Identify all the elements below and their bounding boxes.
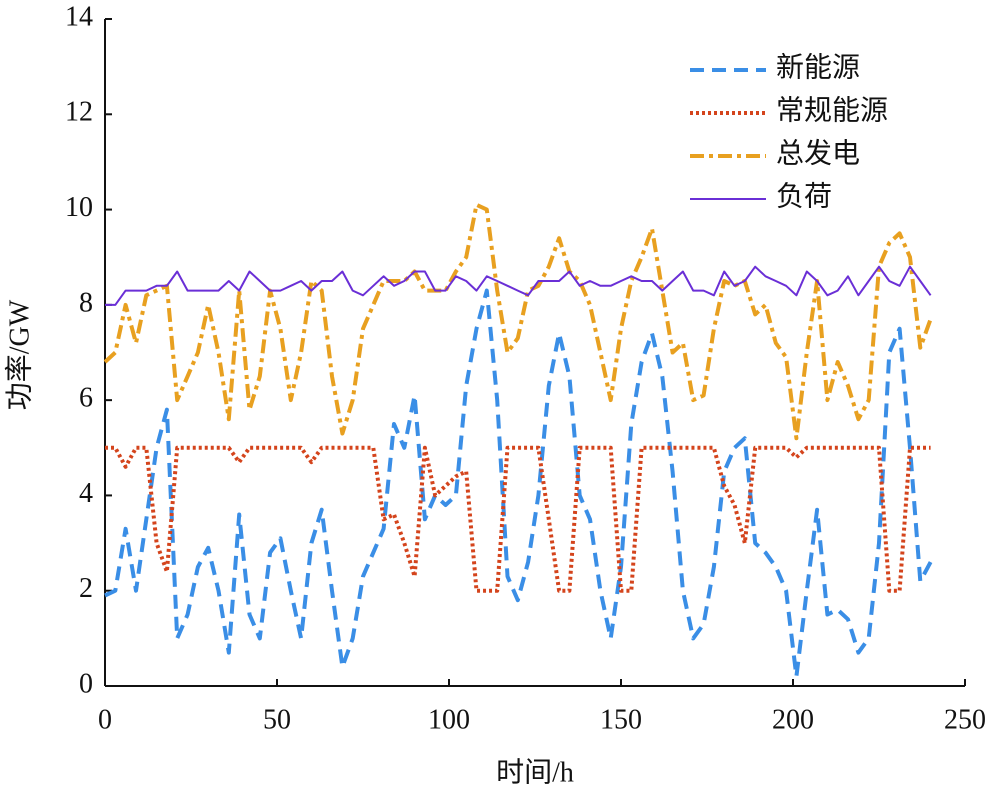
y-tick-label: 10 [65, 192, 93, 223]
y-tick-label: 6 [79, 383, 93, 414]
y-tick-label: 0 [79, 668, 93, 699]
legend-label: 总发电 [776, 137, 860, 169]
series-line [104, 288, 933, 679]
x-tick-label: 0 [98, 704, 112, 735]
x-tick-label: 200 [772, 704, 814, 735]
x-tick-label: 150 [600, 704, 642, 735]
y-tick-label: 2 [79, 573, 93, 604]
y-tick-label: 12 [65, 97, 93, 128]
y-tick-label: 14 [65, 1, 93, 32]
x-tick-label: 50 [263, 704, 291, 735]
x-tick-label: 250 [944, 704, 986, 735]
series-line [105, 265, 932, 306]
y-tick-label: 8 [79, 287, 93, 318]
legend-label: 负荷 [776, 180, 832, 212]
x-axis-label: 时间/h [496, 756, 574, 788]
series-line [103, 202, 933, 441]
legend-label: 常规能源 [776, 94, 888, 126]
legend-label: 新能源 [776, 51, 860, 83]
y-tick-label: 4 [79, 478, 93, 509]
x-tick-label: 100 [428, 704, 470, 735]
series-line [105, 445, 931, 593]
y-axis-label: 功率/GW [3, 299, 35, 410]
